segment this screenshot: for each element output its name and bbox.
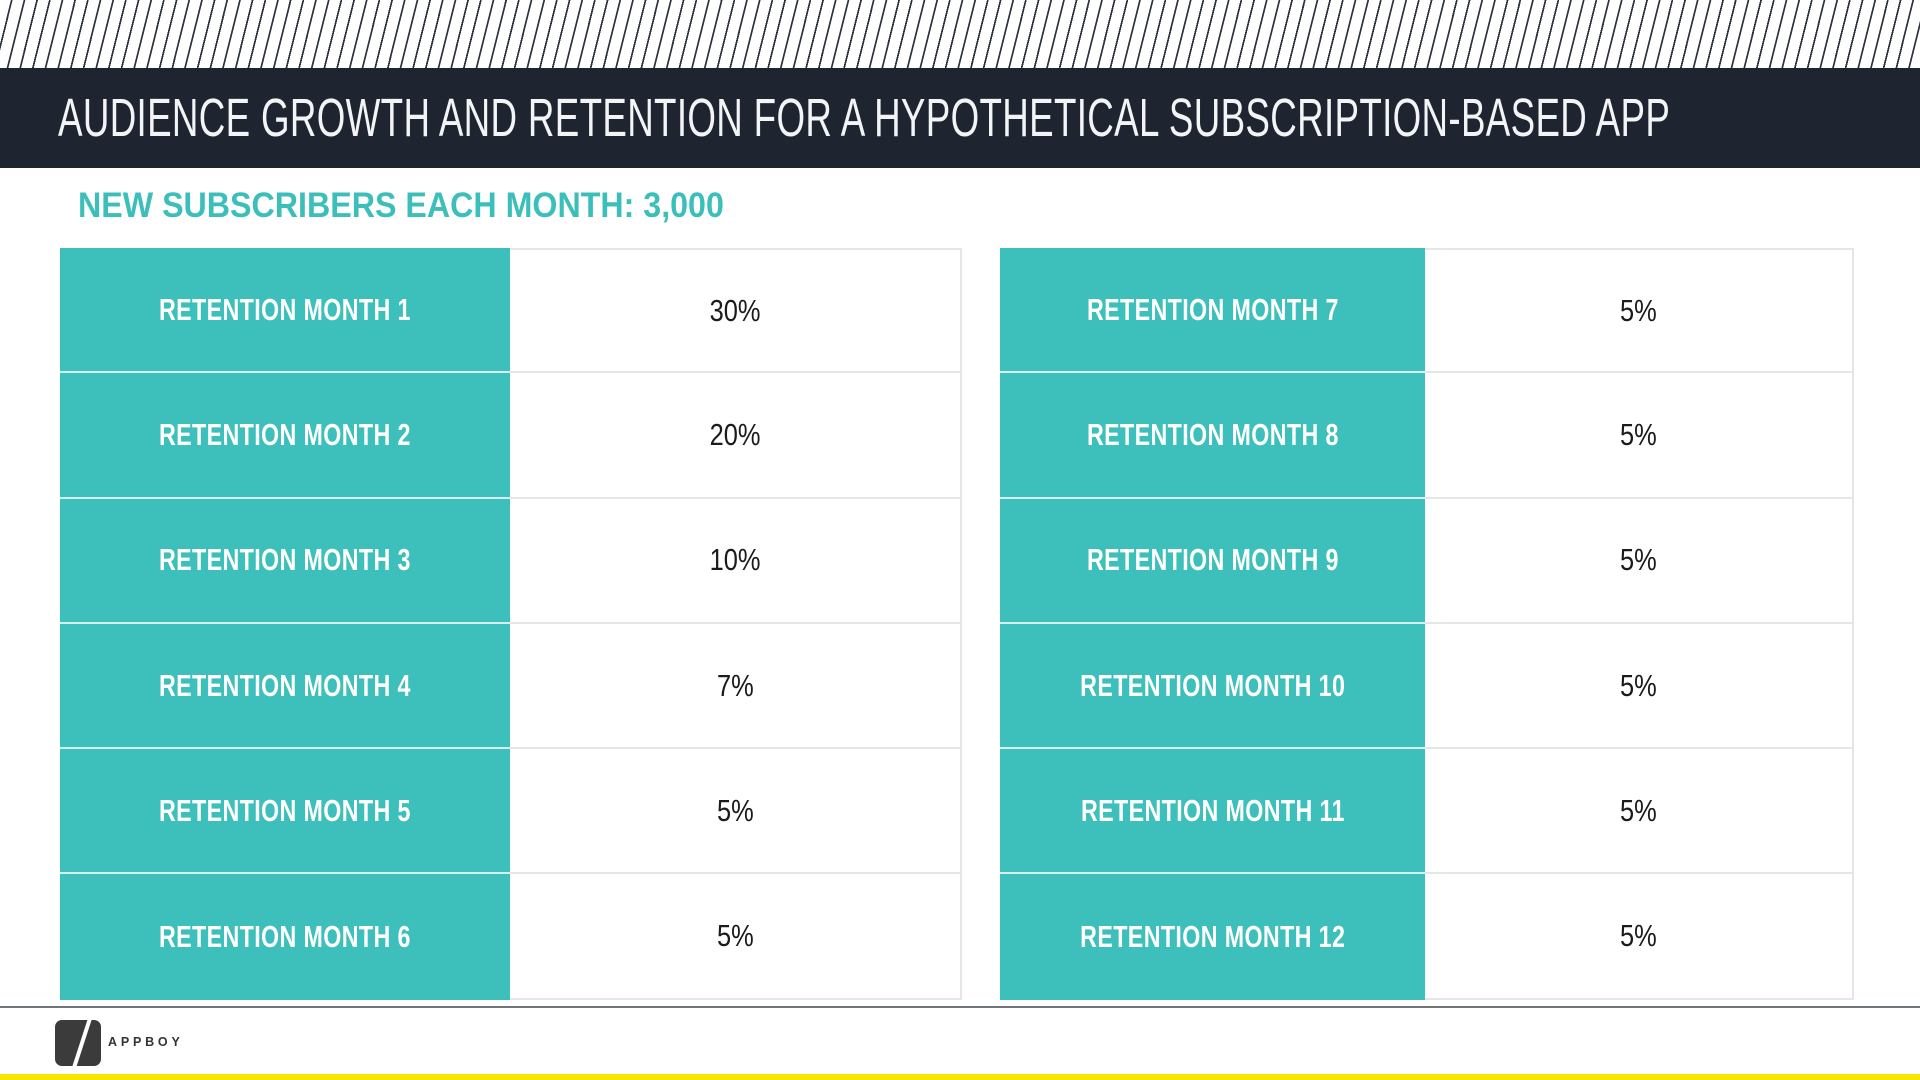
retention-value-cell: 5% xyxy=(1425,874,1854,1000)
retention-label-cell: RETENTION MONTH 5 xyxy=(60,749,510,875)
retention-value: 10% xyxy=(709,542,761,578)
retention-label-cell: RETENTION MONTH 3 xyxy=(60,498,510,624)
retention-value-cell: 5% xyxy=(1425,498,1854,624)
title-bar: AUDIENCE GROWTH AND RETENTION FOR A HYPO… xyxy=(0,68,1920,168)
retention-label-cell: RETENTION MONTH 12 xyxy=(1000,874,1425,1000)
retention-value: 5% xyxy=(1620,542,1657,578)
retention-table-right: RETENTION MONTH 7 5% RETENTION MONTH 8 5… xyxy=(1000,248,1854,1000)
retention-value-cell: 5% xyxy=(1425,623,1854,750)
retention-label: RETENTION MONTH 9 xyxy=(1086,542,1339,578)
retention-label: RETENTION MONTH 12 xyxy=(1079,919,1346,955)
retention-label: RETENTION MONTH 7 xyxy=(1086,291,1339,327)
retention-label-cell: RETENTION MONTH 2 xyxy=(60,373,510,499)
retention-value: 5% xyxy=(1620,416,1657,452)
retention-label-cell: RETENTION MONTH 1 xyxy=(60,248,510,374)
retention-label: RETENTION MONTH 4 xyxy=(159,667,411,703)
retention-label: RETENTION MONTH 11 xyxy=(1080,792,1345,828)
retention-value: 5% xyxy=(716,792,754,828)
slash-icon xyxy=(71,1020,93,1066)
retention-value: 5% xyxy=(716,918,754,954)
retention-value-cell: 5% xyxy=(510,874,962,1000)
retention-value: 5% xyxy=(1620,292,1657,328)
retention-value: 5% xyxy=(1620,918,1657,954)
retention-label: RETENTION MONTH 6 xyxy=(159,919,411,955)
retention-value: 20% xyxy=(709,416,761,452)
retention-label: RETENTION MONTH 3 xyxy=(159,542,411,578)
subtitle: NEW SUBSCRIBERS EACH MONTH: 3,000 xyxy=(78,186,724,225)
retention-label-cell: RETENTION MONTH 4 xyxy=(60,623,510,750)
footer-divider xyxy=(0,1006,1920,1008)
page-title: AUDIENCE GROWTH AND RETENTION FOR A HYPO… xyxy=(58,88,1671,148)
retention-value-cell: 5% xyxy=(1425,248,1854,374)
appboy-wordmark: APPBOY xyxy=(108,1035,184,1049)
retention-value: 30% xyxy=(709,292,761,328)
diagonal-hatch-pattern xyxy=(0,0,1920,68)
retention-value-cell: 7% xyxy=(510,623,962,750)
retention-value-cell: 5% xyxy=(510,749,962,875)
retention-value-cell: 5% xyxy=(1425,749,1854,875)
retention-label-cell: RETENTION MONTH 6 xyxy=(60,874,510,1000)
retention-label: RETENTION MONTH 10 xyxy=(1079,667,1346,703)
retention-table-left: RETENTION MONTH 1 30% RETENTION MONTH 2 … xyxy=(60,248,962,1000)
retention-value-cell: 20% xyxy=(510,373,962,499)
retention-value: 7% xyxy=(716,667,754,703)
bottom-accent-bar xyxy=(0,1074,1920,1080)
retention-label-cell: RETENTION MONTH 10 xyxy=(1000,623,1425,750)
retention-value-cell: 10% xyxy=(510,498,962,624)
retention-label: RETENTION MONTH 2 xyxy=(159,416,411,452)
retention-label-cell: RETENTION MONTH 11 xyxy=(1000,749,1425,875)
retention-value: 5% xyxy=(1620,667,1657,703)
retention-label-cell: RETENTION MONTH 9 xyxy=(1000,498,1425,624)
retention-value-cell: 30% xyxy=(510,248,962,374)
appboy-logo xyxy=(55,1020,101,1066)
retention-value: 5% xyxy=(1620,792,1657,828)
retention-label: RETENTION MONTH 5 xyxy=(159,792,411,828)
retention-label: RETENTION MONTH 8 xyxy=(1086,416,1339,452)
retention-label-cell: RETENTION MONTH 7 xyxy=(1000,248,1425,374)
retention-label-cell: RETENTION MONTH 8 xyxy=(1000,373,1425,499)
retention-value-cell: 5% xyxy=(1425,373,1854,499)
retention-label: RETENTION MONTH 1 xyxy=(159,291,411,327)
